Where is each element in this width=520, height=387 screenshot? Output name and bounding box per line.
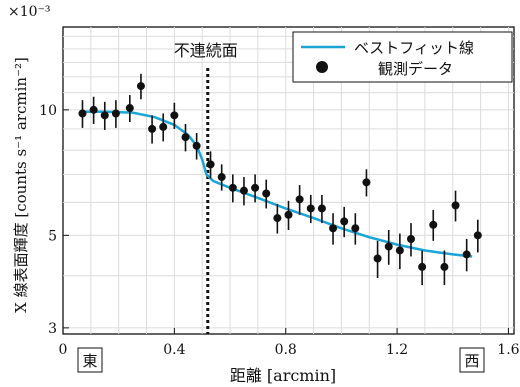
- data-point: [406, 235, 415, 244]
- y-tick-label: 3: [48, 321, 57, 337]
- data-point: [317, 204, 326, 213]
- data-point: [295, 195, 304, 204]
- data-point: [340, 217, 349, 226]
- data-point: [125, 104, 134, 113]
- data-point: [384, 242, 393, 251]
- data-point: [462, 250, 471, 259]
- data-point: [362, 178, 371, 187]
- discontinuity-label: 不連続面: [174, 41, 238, 60]
- data-point: [351, 224, 360, 233]
- data-point: [89, 105, 98, 114]
- data-point: [395, 246, 404, 255]
- data-point: [329, 224, 338, 233]
- y-scale-label: ×10⁻³: [8, 4, 51, 20]
- x-tick-label: 0.8: [275, 342, 297, 358]
- west-label-box: [459, 347, 485, 373]
- data-point: [239, 186, 248, 195]
- legend-fit-label: ベストフィット線: [354, 39, 474, 57]
- data-points: [78, 73, 482, 286]
- data-point: [262, 189, 271, 198]
- legend: ベストフィット線 観測データ: [292, 31, 513, 83]
- east-label: 東: [82, 352, 97, 370]
- data-point: [217, 173, 226, 182]
- data-point: [228, 183, 237, 192]
- data-point: [273, 214, 282, 223]
- ticks: 0 0.4 0.8 1.2 1.6 3 5 10: [39, 103, 519, 358]
- data-point: [136, 82, 145, 91]
- data-point: [170, 111, 179, 120]
- x-tick-label: 0.4: [163, 342, 185, 358]
- y-tick-label: 5: [48, 228, 57, 244]
- data-point: [100, 111, 109, 120]
- data-point: [418, 262, 427, 271]
- data-point: [451, 201, 460, 210]
- data-point: [440, 262, 449, 271]
- data-point: [148, 124, 157, 133]
- legend-box: [292, 31, 513, 83]
- data-point: [78, 109, 87, 118]
- data-point: [306, 204, 315, 213]
- x-tick-label: 0: [59, 342, 68, 358]
- data-point: [473, 231, 482, 240]
- data-point: [251, 183, 260, 192]
- data-point: [373, 254, 382, 263]
- data-point: [111, 109, 120, 118]
- legend-points-swatch: [316, 61, 328, 73]
- east-label-box: [77, 347, 103, 373]
- y-tick-label: 10: [39, 103, 57, 119]
- legend-points-label: 観測データ: [378, 60, 453, 78]
- y-axis-label: X 線表面輝度 [counts s⁻¹ arcmin⁻²]: [12, 57, 30, 313]
- data-point: [192, 141, 201, 150]
- data-point: [181, 133, 190, 142]
- x-tick-label: 1.2: [386, 342, 408, 358]
- data-point: [206, 160, 215, 169]
- x-tick-label: 1.6: [497, 342, 519, 358]
- x-axis-label: 距離 [arcmin]: [230, 366, 336, 385]
- data-point: [159, 122, 168, 131]
- west-label: 西: [464, 352, 479, 370]
- data-point: [284, 210, 293, 219]
- data-point: [429, 220, 438, 229]
